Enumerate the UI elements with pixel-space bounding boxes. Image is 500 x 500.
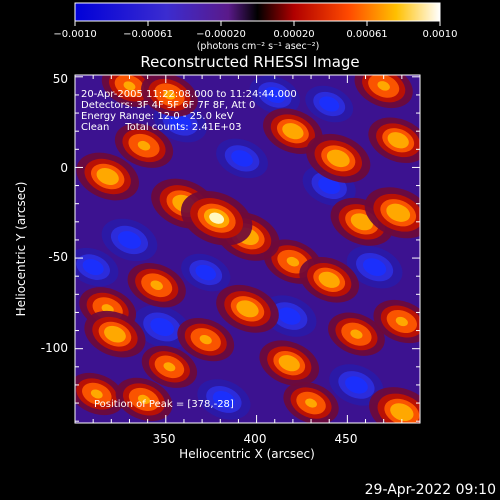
- annotation-energy-range: Energy Range: 12.0 - 25.0 keV: [81, 111, 234, 122]
- colorbar: −0.0010 −0.00061 −0.00020 0.00020 0.0006…: [53, 2, 458, 52]
- heatmap-cold-blob: [75, 247, 119, 287]
- heatmap-hot-blob: [141, 75, 198, 117]
- annotation-time-range: 20-Apr-2005 11:22:08.000 to 11:24:44.000: [81, 89, 297, 100]
- x-tick-label: 450: [335, 432, 358, 446]
- heatmap-cold-blob: [216, 138, 268, 179]
- heatmap-hot-blob: [216, 284, 279, 333]
- heatmap-cold-blob: [197, 379, 251, 420]
- colorbar-tick-label: 0.0010: [423, 29, 458, 40]
- heatmap-hot-blob: [354, 75, 413, 109]
- colorbar-tick-label: −0.0010: [53, 29, 96, 40]
- heatmap-hot-blob: [263, 108, 323, 154]
- heatmap-hot-blob: [180, 190, 253, 246]
- heatmap-cold-blob: [249, 75, 300, 115]
- x-axis-label: Heliocentric X (arcsec): [179, 447, 315, 461]
- heatmap-hot-blob: [299, 257, 360, 303]
- heatmap-hot-blob: [177, 317, 235, 362]
- heatmap-hot-blob: [369, 387, 420, 423]
- y-tick-label: -50: [48, 250, 68, 264]
- heatmap-hot-blob: [114, 123, 174, 168]
- annotation-clean-counts: Clean Total counts: 2.41E+03: [81, 122, 241, 133]
- heatmap-hot-blob: [259, 340, 320, 386]
- footer-timestamp: 29-Apr-2022 09:10: [365, 482, 496, 498]
- heatmap-cold-blob: [329, 364, 384, 406]
- x-tick-label: 350: [153, 432, 176, 446]
- y-axis-label: Heliocentric Y (arcsec): [14, 182, 28, 317]
- heatmap-hot-blob: [75, 372, 125, 416]
- annotation-block: 20-Apr-2005 11:22:08.000 to 11:24:44.000…: [81, 89, 297, 133]
- y-tick-label: 50: [53, 72, 68, 86]
- x-tick-label: 400: [244, 432, 267, 446]
- heatmap-hot-blob: [328, 312, 385, 356]
- colorbar-tick-label: 0.00061: [346, 29, 387, 40]
- heatmap-hot-blob: [364, 187, 420, 239]
- colorbar-tick-label: −0.00020: [196, 29, 246, 40]
- y-tick-label: 0: [60, 161, 68, 175]
- heatmap-hot-blob: [76, 152, 140, 201]
- colorbar-gradient: [74, 2, 441, 22]
- annotation-detectors: Detectors: 3F 4F 5F 6F 7F 8F, Att 0: [81, 100, 255, 111]
- colorbar-tick-label: −0.00061: [123, 29, 173, 40]
- heatmap-hot-blob: [306, 133, 371, 183]
- heatmap-cold-blob: [305, 85, 354, 123]
- heatmap-hot-blob: [127, 263, 186, 308]
- peak-position-label: Position of Peak = [378,-28]: [94, 399, 234, 410]
- heatmap-cold-blob: [181, 253, 231, 292]
- heatmap-cold-blob: [133, 305, 191, 349]
- y-tick-label: -100: [41, 341, 68, 355]
- heatmap-hot-blob: [368, 117, 420, 164]
- colorbar-unit-label: (photons cm⁻² s⁻¹ asec⁻²): [197, 41, 320, 52]
- heatmap-hot-blob: [141, 345, 198, 388]
- heatmap-cold-blob: [101, 218, 158, 262]
- chart-title: Reconstructed RHESSI Image: [140, 53, 359, 71]
- plot-frame: [74, 74, 421, 424]
- heatmap-hot-blob: [283, 381, 339, 423]
- heatmap-hot-blob: [84, 310, 146, 358]
- heatmap-cold-blob: [346, 245, 403, 289]
- colorbar-tick-label: 0.00020: [273, 29, 314, 40]
- heatmap-hot-blob: [115, 377, 173, 422]
- heatmap-hot-blob: [373, 299, 420, 344]
